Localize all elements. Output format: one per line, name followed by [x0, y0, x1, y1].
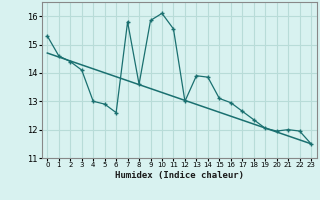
X-axis label: Humidex (Indice chaleur): Humidex (Indice chaleur) — [115, 171, 244, 180]
